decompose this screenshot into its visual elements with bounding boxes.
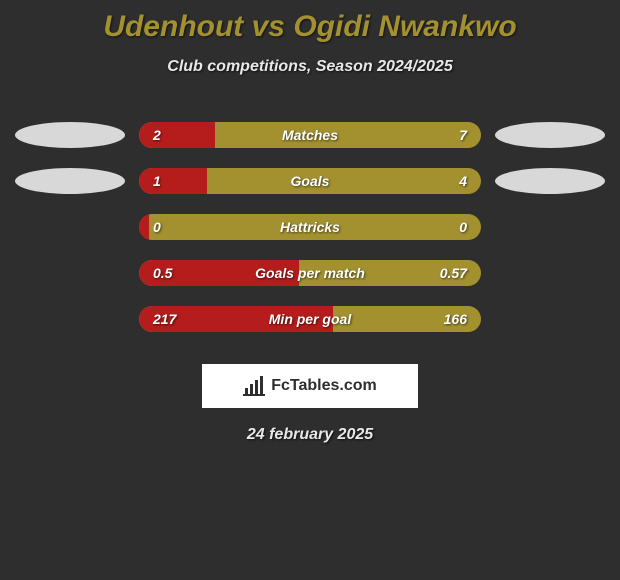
stat-label: Hattricks <box>139 214 481 240</box>
stat-row: 0.5Goals per match0.57 <box>0 250 620 296</box>
brand-text: FcTables.com <box>271 377 377 395</box>
stat-bar: 0.5Goals per match0.57 <box>139 260 481 286</box>
stat-row: 1Goals4 <box>0 158 620 204</box>
stat-bar: 1Goals4 <box>139 168 481 194</box>
brand-box[interactable]: FcTables.com <box>202 364 418 408</box>
stat-label: Goals per match <box>139 260 481 286</box>
stat-row: 217Min per goal166 <box>0 296 620 342</box>
page-subtitle: Club competitions, Season 2024/2025 <box>0 58 620 76</box>
date-text: 24 february 2025 <box>0 426 620 444</box>
stat-rows: 2Matches7 1Goals4 0Hattricks0 0.5Goals per … <box>0 112 620 342</box>
stat-label: Goals <box>139 168 481 194</box>
stat-right-value: 0.57 <box>440 260 467 286</box>
stat-right-value: 7 <box>459 122 467 148</box>
stat-right-value: 4 <box>459 168 467 194</box>
stat-bar: 217Min per goal166 <box>139 306 481 332</box>
stat-right-value: 0 <box>459 214 467 240</box>
left-oval <box>15 168 125 194</box>
stat-row: 2Matches7 <box>0 112 620 158</box>
right-oval <box>495 122 605 148</box>
stat-label: Matches <box>139 122 481 148</box>
stat-label: Min per goal <box>139 306 481 332</box>
stat-bar: 0Hattricks0 <box>139 214 481 240</box>
bar-chart-icon <box>243 376 265 396</box>
left-oval <box>15 122 125 148</box>
comparison-infographic: Udenhout vs Ogidi Nwankwo Club competiti… <box>0 0 620 580</box>
page-title: Udenhout vs Ogidi Nwankwo <box>0 0 620 44</box>
stat-right-value: 166 <box>444 306 467 332</box>
stat-row: 0Hattricks0 <box>0 204 620 250</box>
stat-bar: 2Matches7 <box>139 122 481 148</box>
right-oval <box>495 168 605 194</box>
